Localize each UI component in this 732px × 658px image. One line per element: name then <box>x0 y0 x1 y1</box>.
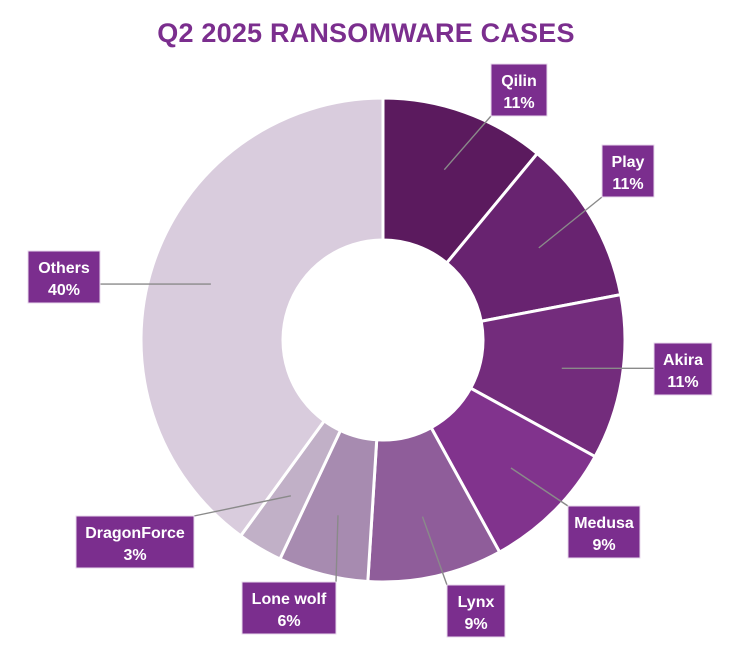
leader-line-lynx <box>421 516 448 586</box>
label-box <box>653 342 713 396</box>
leader-line-play <box>538 196 603 249</box>
label-box <box>241 581 337 635</box>
leader-line-lone-wolf <box>335 515 339 583</box>
data-label-lynx: Lynx 9% <box>446 584 506 638</box>
data-label-akira: Akira 11% <box>653 342 713 396</box>
data-label-play: Play 11% <box>601 144 655 198</box>
data-label-qilin: Qilin 11% <box>490 63 548 117</box>
label-box <box>27 250 101 304</box>
category-label: Others <box>38 260 90 277</box>
category-label: Qilin <box>501 73 537 90</box>
category-label: Lone wolf <box>252 591 327 608</box>
value-label: 11% <box>612 176 643 193</box>
label-box <box>75 515 195 569</box>
value-label: 11% <box>503 95 534 112</box>
category-label: Lynx <box>458 594 495 611</box>
data-label-medusa: Medusa 9% <box>567 505 641 559</box>
value-label: 3% <box>123 547 146 564</box>
chart-title: Q2 2025 RANSOMWARE CASES <box>157 18 575 48</box>
data-label-lone-wolf: Lone wolf 6% <box>241 581 337 635</box>
data-label-dragonforce: DragonForce 3% <box>75 515 195 569</box>
category-label: Akira <box>663 352 703 369</box>
value-label: 11% <box>667 374 698 391</box>
data-label-others: Others 40% <box>27 250 101 304</box>
slice-others <box>139 96 385 538</box>
value-label: 6% <box>277 613 300 630</box>
label-box <box>490 63 548 117</box>
category-label: Medusa <box>574 515 634 532</box>
label-box <box>601 144 655 198</box>
value-label: 9% <box>592 537 615 554</box>
leader-line-dragonforce <box>193 495 292 517</box>
value-label: 40% <box>48 282 80 299</box>
leader-line-medusa <box>510 467 569 507</box>
label-box <box>567 505 641 559</box>
category-label: Play <box>612 154 645 171</box>
value-label: 9% <box>464 616 487 633</box>
label-box <box>446 584 506 638</box>
leader-line-qilin <box>443 115 492 171</box>
category-label: DragonForce <box>85 525 185 542</box>
